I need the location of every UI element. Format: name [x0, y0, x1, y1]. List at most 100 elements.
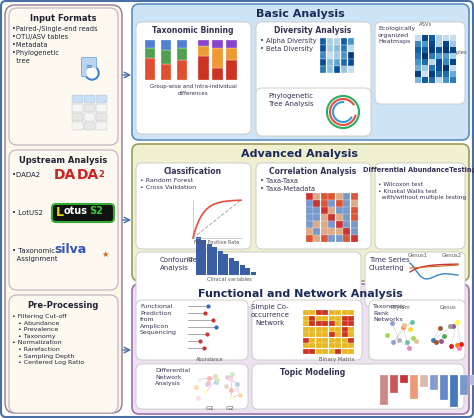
Bar: [422, 59, 428, 64]
Bar: [443, 59, 449, 64]
Bar: [336, 193, 343, 199]
Bar: [336, 235, 343, 242]
Bar: [450, 77, 456, 82]
Bar: [303, 343, 309, 348]
Bar: [306, 200, 313, 206]
Bar: [328, 221, 336, 227]
FancyBboxPatch shape: [96, 104, 107, 112]
Text: L: L: [56, 206, 64, 219]
Text: • Filtering Cut-off
   • Abundance
   • Prevalence
   • Taxonomy
• Normalization: • Filtering Cut-off • Abundance • Preval…: [12, 314, 84, 365]
Bar: [429, 65, 436, 71]
Bar: [390, 375, 398, 393]
Bar: [450, 59, 456, 64]
Bar: [422, 35, 428, 41]
Bar: [310, 332, 316, 337]
Bar: [316, 332, 322, 337]
Text: DA: DA: [77, 168, 99, 182]
FancyBboxPatch shape: [84, 122, 95, 130]
Text: S2: S2: [89, 206, 103, 216]
Bar: [235, 261, 239, 275]
Bar: [344, 193, 350, 199]
Bar: [212, 48, 223, 68]
Bar: [344, 221, 350, 227]
Bar: [443, 35, 449, 41]
Bar: [348, 321, 355, 326]
Bar: [224, 254, 228, 275]
FancyBboxPatch shape: [72, 122, 83, 130]
Bar: [310, 310, 316, 315]
Bar: [313, 221, 320, 227]
Bar: [313, 235, 320, 242]
Bar: [436, 47, 443, 53]
Bar: [320, 52, 327, 59]
Text: Input Formats: Input Formats: [30, 14, 96, 23]
Bar: [436, 59, 443, 64]
Bar: [218, 250, 223, 275]
Bar: [322, 343, 328, 348]
Bar: [316, 321, 322, 326]
Bar: [145, 40, 155, 48]
Bar: [422, 77, 428, 82]
Text: Functional
Prediction
from
Amplicon
Sequencing: Functional Prediction from Amplicon Sequ…: [140, 304, 177, 335]
Bar: [321, 221, 328, 227]
Bar: [420, 375, 428, 387]
Text: ★: ★: [101, 250, 109, 259]
Bar: [303, 349, 309, 354]
Bar: [207, 244, 212, 275]
Bar: [161, 50, 171, 64]
Bar: [415, 77, 421, 82]
Bar: [306, 235, 313, 242]
Bar: [313, 193, 320, 199]
Text: Correlation Analysis: Correlation Analysis: [269, 167, 356, 176]
Bar: [196, 237, 201, 275]
Bar: [303, 316, 309, 321]
FancyBboxPatch shape: [96, 122, 107, 130]
Text: DA: DA: [54, 168, 76, 182]
Bar: [161, 64, 171, 80]
Bar: [348, 310, 355, 315]
FancyBboxPatch shape: [9, 150, 118, 290]
Bar: [344, 207, 350, 214]
Bar: [327, 52, 334, 59]
Bar: [351, 207, 358, 214]
Bar: [351, 228, 358, 234]
FancyBboxPatch shape: [84, 95, 95, 103]
Text: 2: 2: [98, 170, 104, 179]
Bar: [429, 41, 436, 46]
Bar: [328, 235, 336, 242]
Bar: [415, 35, 421, 41]
Bar: [251, 272, 256, 275]
FancyBboxPatch shape: [9, 295, 118, 413]
Bar: [177, 48, 187, 60]
Bar: [422, 65, 428, 71]
Bar: [321, 228, 328, 234]
Bar: [341, 59, 347, 66]
Bar: [336, 310, 341, 315]
Bar: [351, 200, 358, 206]
Bar: [348, 337, 355, 342]
Text: • Wilcoxon test
• Kruskal Wallis test
  with/without multiple testing: • Wilcoxon test • Kruskal Wallis test wi…: [378, 182, 466, 200]
Bar: [321, 207, 328, 214]
Bar: [342, 343, 348, 348]
Bar: [328, 228, 336, 234]
Text: Advanced Analysis: Advanced Analysis: [241, 149, 358, 159]
Bar: [320, 38, 327, 44]
FancyBboxPatch shape: [96, 113, 107, 121]
Bar: [351, 235, 358, 242]
Bar: [306, 214, 313, 221]
Bar: [336, 200, 343, 206]
Circle shape: [85, 66, 99, 80]
Bar: [344, 235, 350, 242]
Text: Differential
Network
Analysis: Differential Network Analysis: [155, 368, 190, 386]
FancyBboxPatch shape: [82, 58, 97, 76]
Bar: [341, 45, 347, 51]
FancyBboxPatch shape: [5, 5, 122, 413]
Bar: [415, 47, 421, 53]
Text: Taxonomic
Rank
Networks: Taxonomic Rank Networks: [373, 304, 406, 322]
Bar: [322, 326, 328, 331]
Bar: [246, 268, 250, 275]
Bar: [327, 38, 334, 44]
Bar: [430, 375, 438, 390]
Bar: [316, 310, 322, 315]
FancyBboxPatch shape: [132, 284, 469, 414]
